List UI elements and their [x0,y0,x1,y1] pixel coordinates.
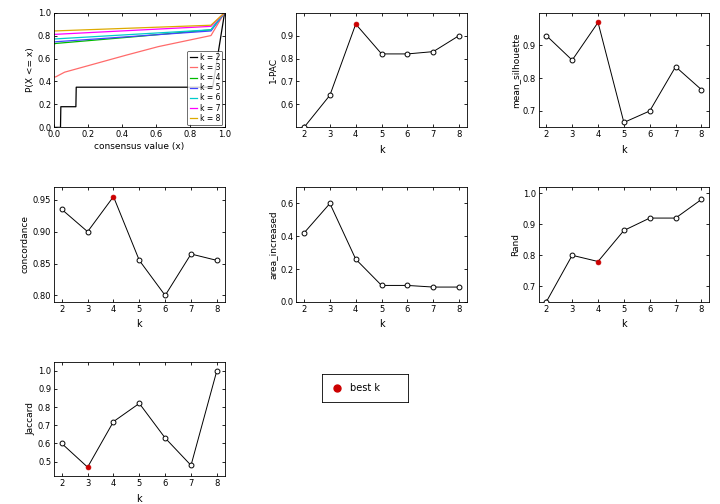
k = 7 [189,24,198,30]
Y-axis label: area_increased: area_increased [269,210,277,279]
k = 5 [131,33,140,39]
k = 6 [151,30,160,36]
Line: k = 6: k = 6 [54,13,225,39]
Line: k = 2: k = 2 [54,13,225,128]
k = 5 [216,15,225,21]
k = 5 [189,29,198,35]
k = 2 [220,10,229,16]
k = 6 [189,28,198,34]
k = 6 [131,31,140,37]
X-axis label: k: k [621,319,626,329]
k = 2 [132,84,140,90]
k = 7 [216,14,225,20]
Line: k = 5: k = 5 [54,13,225,42]
Y-axis label: Jaccard: Jaccard [26,402,35,435]
k = 8 [216,14,225,20]
k = 7 [132,27,140,33]
k = 8 [132,25,140,31]
X-axis label: k: k [137,319,142,329]
Y-axis label: P(X <= x): P(X <= x) [26,47,35,92]
k = 3 [220,10,229,16]
Y-axis label: mean_silhouette: mean_silhouette [510,32,520,108]
k = 2 [189,84,198,90]
k = 3 [131,50,140,56]
k = 5 [142,32,150,38]
Line: k = 7: k = 7 [54,13,225,34]
X-axis label: k: k [379,145,384,155]
k = 3 [50,74,58,80]
k = 6 [132,31,140,37]
k = 3 [142,47,150,53]
k = 8 [189,23,198,29]
k = 7 [50,31,58,37]
Line: k = 4: k = 4 [54,13,225,43]
k = 7 [142,27,150,33]
k = 5 [50,39,58,45]
k = 5 [132,33,140,39]
k = 3 [216,17,225,23]
k = 2 [216,35,225,41]
k = 4 [189,28,198,34]
k = 6 [216,15,225,21]
k = 8 [142,25,150,31]
X-axis label: k: k [379,319,384,329]
k = 2 [50,124,58,131]
k = 2 [151,84,160,90]
k = 4 [131,34,140,40]
k = 8 [151,24,160,30]
k = 4 [216,15,225,21]
k = 7 [131,27,140,33]
k = 8 [131,25,140,31]
Legend: k = 2, k = 3, k = 4, k = 5, k = 6, k = 7, k = 8: k = 2, k = 3, k = 4, k = 5, k = 6, k = 7… [187,50,222,125]
k = 4 [142,33,150,39]
k = 4 [220,10,229,16]
k = 6 [142,31,150,37]
X-axis label: k: k [621,145,626,155]
k = 5 [220,10,229,16]
X-axis label: k: k [137,493,142,503]
k = 4 [50,40,58,46]
k = 6 [220,10,229,16]
k = 5 [151,32,160,38]
k = 8 [220,10,229,16]
X-axis label: consensus value (x): consensus value (x) [94,142,184,151]
k = 3 [151,44,160,50]
k = 4 [132,34,140,40]
k = 4 [151,32,160,38]
Y-axis label: concordance: concordance [21,215,30,274]
Y-axis label: 1-PAC: 1-PAC [269,57,277,83]
k = 7 [151,26,160,32]
k = 6 [50,36,58,42]
k = 7 [220,10,229,16]
Line: k = 8: k = 8 [54,13,225,31]
k = 8 [50,28,58,34]
k = 2 [142,84,150,90]
k = 3 [132,49,140,55]
k = 2 [131,84,140,90]
Y-axis label: Rand: Rand [510,233,520,256]
Line: k = 3: k = 3 [54,13,225,77]
k = 3 [189,36,198,42]
Text: best k: best k [349,383,379,393]
